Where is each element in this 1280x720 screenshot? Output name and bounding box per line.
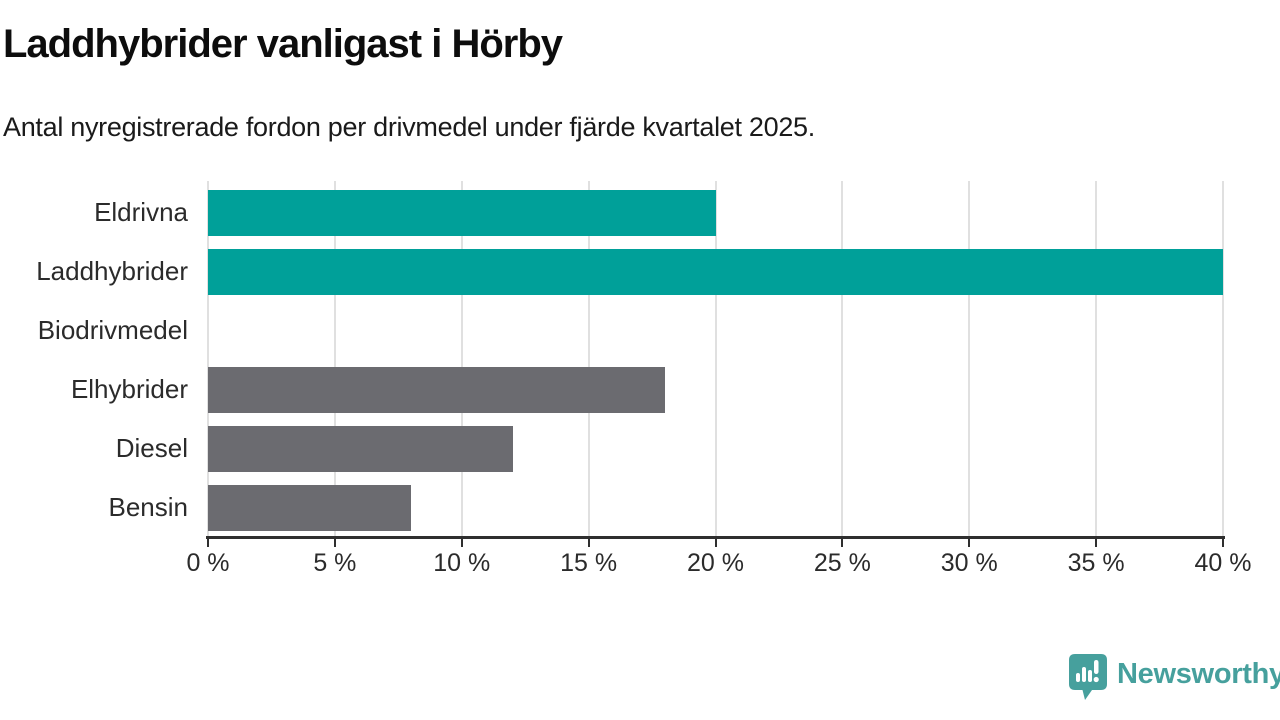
- gridline: [841, 181, 844, 537]
- x-axis-tick-labels: 0 % 5 % 10 % 15 % 20 % 25 % 30 % 35 % 40 %: [186, 549, 1251, 579]
- x-tickmark: [968, 539, 971, 547]
- bar-row: [208, 183, 1223, 242]
- x-tickmark: [333, 539, 336, 547]
- y-label-eldrivna: Eldrivna: [94, 197, 188, 227]
- x-tickmark: [841, 539, 844, 547]
- gridline: [1095, 181, 1098, 537]
- gridline: [207, 181, 209, 537]
- y-label-biodrivmedel: Biodrivmedel: [37, 315, 188, 345]
- bar-row: [208, 360, 1223, 419]
- bar-row: [208, 419, 1223, 478]
- x-tick-label: 30 %: [940, 549, 998, 577]
- gridline: [587, 181, 590, 537]
- x-tick-label: 15 %: [560, 549, 618, 577]
- y-label-laddhybrider: Laddhybrider: [36, 256, 188, 286]
- y-label-diesel: Diesel: [115, 433, 188, 463]
- bar-bensin: [208, 484, 411, 531]
- page-title: Laddhybrider vanligast i Hörby: [3, 22, 563, 66]
- bar-row: [208, 478, 1223, 537]
- x-tickmark: [207, 539, 209, 547]
- x-tickmark: [714, 539, 717, 547]
- brand-name: Newsworthy: [1117, 658, 1280, 690]
- gridline: [714, 181, 717, 537]
- x-tick-label: 10 %: [433, 549, 491, 577]
- newsworthy-logo-icon: [1069, 654, 1107, 700]
- x-tick-label: 0 %: [186, 549, 230, 577]
- bar-elhybrider: [208, 366, 665, 413]
- y-label-bensin: Bensin: [108, 492, 189, 522]
- x-tick-label: 20 %: [687, 549, 744, 577]
- y-label-elhybrider: Elhybrider: [70, 374, 188, 404]
- x-tickmark: [1222, 539, 1224, 547]
- brand-footer: Newsworthy: [1068, 653, 1280, 703]
- bar-diesel: [208, 425, 513, 472]
- x-axis-line: [206, 536, 1225, 539]
- bar-row: [208, 301, 1223, 360]
- x-tickmark: [460, 539, 463, 547]
- bars-container: [208, 183, 1223, 537]
- x-tick-label: 25 %: [813, 549, 871, 577]
- x-axis-tickmarks: [207, 539, 1224, 547]
- bar-row: [208, 242, 1223, 301]
- gridline: [333, 181, 336, 537]
- bar-laddhybrider: [208, 248, 1223, 295]
- gridline: [460, 181, 463, 537]
- x-tickmark: [587, 539, 590, 547]
- x-tick-label: 35 %: [1067, 549, 1125, 577]
- x-tickmark: [1095, 539, 1098, 547]
- bar-eldrivna: [208, 189, 716, 236]
- y-axis-labels: Eldrivna Laddhybrider Biodrivmedel Elhybrid…: [0, 183, 188, 537]
- plot-area: [207, 181, 1224, 537]
- gridline: [968, 181, 971, 537]
- x-tick-label: 5 %: [313, 549, 357, 577]
- x-tick-label: 40 %: [1194, 549, 1252, 577]
- gridline: [1222, 181, 1224, 537]
- chart-subtitle: Antal nyregistrerade fordon per drivmede…: [3, 112, 815, 142]
